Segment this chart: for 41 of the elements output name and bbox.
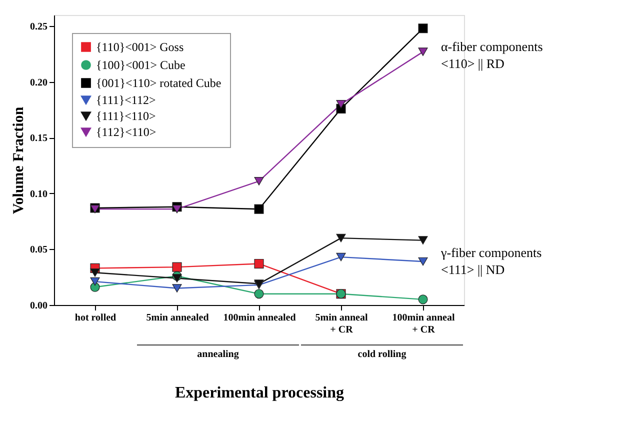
x-tick-label: 5min annealed: [146, 312, 210, 324]
point: [418, 24, 428, 34]
legend-label: {111}<112>: [96, 93, 156, 107]
point: [336, 252, 346, 262]
y-tick-label: 0.20: [30, 77, 48, 88]
point: [254, 204, 264, 214]
point: [90, 277, 100, 286]
x-tick-label: 100min anneal + CR: [392, 312, 455, 336]
point: [254, 289, 264, 299]
x-tick-label: 100min annealed: [223, 312, 296, 324]
point: [254, 258, 264, 269]
point: [418, 236, 428, 244]
point: [172, 262, 182, 272]
legend-label: {001}<110> rotated Cube: [96, 76, 222, 90]
point: [336, 100, 346, 108]
point: [254, 177, 264, 186]
text: annealing: [197, 349, 239, 360]
annotation: α-fiber components <110> || RD: [441, 39, 543, 71]
y-tick-label: 0.25: [30, 22, 48, 33]
legend-label: {100}<001> Cube: [96, 58, 186, 72]
legend-label: {111}<110>: [96, 109, 156, 123]
y-tick-label: 0.05: [30, 244, 48, 256]
y-tick-label: 0.00: [30, 300, 48, 312]
y-tick-label: 0.15: [30, 133, 48, 144]
point: [172, 204, 182, 214]
legend-label: {112}<110>: [96, 125, 156, 139]
y-tick-label: 0.10: [30, 188, 48, 200]
point: [172, 284, 182, 292]
point: [172, 274, 182, 282]
x-tick-label: 5min anneal + CR: [315, 312, 368, 336]
text: cold rolling: [358, 349, 406, 360]
point: [418, 257, 428, 266]
x-tick-label: hot rolled: [74, 312, 117, 324]
legend-label: {110}<001> Goss: [96, 40, 184, 54]
annotation: γ-fiber components <111> || ND: [440, 245, 542, 277]
point: [418, 48, 428, 56]
point: [336, 234, 346, 242]
y-axis-title: Volume Fraction: [11, 106, 27, 214]
x-axis-title: Experimental processing: [174, 384, 344, 402]
point: [90, 268, 100, 277]
point: [418, 294, 428, 304]
